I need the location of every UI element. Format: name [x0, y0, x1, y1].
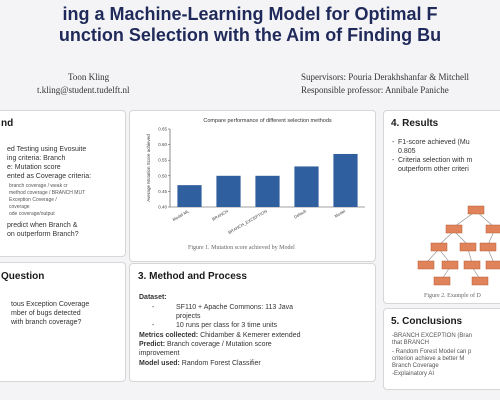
dataset-label: Dataset:	[139, 294, 167, 301]
tree-node	[459, 242, 477, 252]
tree-node	[471, 276, 489, 286]
chart-panel: Compare performance of different selecti…	[129, 110, 376, 262]
metrics-label: Metrics collected:	[139, 332, 199, 339]
predict-value: Branch coverage / Mutation score	[167, 341, 272, 348]
dataset-item: 10 runs per class for 3 time units	[176, 322, 278, 329]
predict-line: Predict: Branch coverage / Mutation scor…	[139, 341, 272, 350]
method-panel: 3. Method and Process Dataset: - SF110 +…	[129, 263, 376, 382]
bar	[294, 166, 319, 207]
question-line: tous Exception Coverage	[11, 301, 90, 308]
model-line: Model used: Random Forest Classifier	[139, 360, 261, 369]
question-line: mber of bugs detected	[11, 310, 81, 317]
conclusions-line: - Random Forest Model can p	[392, 349, 472, 355]
chart-title: Compare performance of different selecti…	[203, 118, 332, 124]
x-tick-label: BRANCH	[211, 209, 229, 222]
tree-node	[467, 205, 485, 215]
background-line: e: Mutation score	[7, 164, 61, 171]
method-title: 3. Method and Process	[138, 271, 247, 282]
tree-node	[430, 242, 448, 252]
background-small-line: method coverage / BRANCH MUT	[9, 190, 86, 196]
results-title: 4. Results	[391, 118, 439, 129]
background-line: ing criteria: Branch	[7, 155, 66, 162]
x-tick-label: BRANCH_EXCEPTION	[227, 209, 268, 235]
responsible-professor: Responsible professor: Annibale Paniche	[301, 85, 449, 95]
question-line: with branch coverage?	[11, 319, 82, 326]
background-line: ed Testing using Evosuite	[7, 146, 87, 153]
results-line: 0.805	[398, 148, 416, 155]
bar-chart: Compare performance of different selecti…	[146, 118, 365, 235]
background-small-line: ode coverage/output	[9, 211, 55, 217]
bar	[333, 153, 358, 207]
metrics-value: Chidamber & Kemerer extended	[200, 332, 301, 339]
model-label: Model used:	[139, 360, 180, 367]
bullet-dash: -	[152, 322, 155, 329]
bullet-dash: -	[392, 139, 395, 146]
poster-title-line-2: unction Selection with the Aim of Findin…	[58, 25, 442, 45]
supervisors: Supervisors: Pouria Derakhshanfar & Mitc…	[301, 72, 469, 82]
tree-node	[445, 224, 463, 234]
tree-node	[433, 276, 451, 286]
poster-title-line-1: ing a Machine-Learning Model for Optimal…	[62, 4, 438, 24]
author-name: Toon Kling	[68, 72, 110, 82]
conclusions-line: criterion achieve a better M	[392, 356, 465, 362]
y-tick-label: 0.55	[158, 158, 167, 163]
author-email: t.kling@student.tudelft.nl	[37, 85, 130, 95]
question-title: Question	[1, 271, 45, 282]
background-line: ented as Coverage criteria:	[7, 173, 92, 180]
results-line: Criteria selection with m	[398, 157, 473, 164]
y-tick-label: 0.65	[158, 127, 167, 132]
conclusions-line: -Explainatory AI	[392, 371, 435, 377]
results-line: outperform other criteri	[398, 166, 469, 173]
background-line: predict when Branch &	[7, 222, 78, 229]
tree-node	[463, 260, 481, 270]
y-tick-label: 0.40	[158, 205, 167, 210]
x-tick-label: Default	[293, 208, 308, 219]
y-tick-label: 0.50	[158, 173, 167, 178]
conclusions-panel: 5. Conclusions -BRANCH EXCEPTION (Bran t…	[383, 308, 500, 390]
bullet-dash: -	[152, 304, 155, 311]
model-value: Random Forest Classifier	[181, 360, 261, 367]
conclusions-line: -BRANCH EXCEPTION (Bran	[392, 333, 473, 339]
conclusions-line: Branch Coverage	[392, 363, 439, 369]
predict-value-continued: improvement	[139, 350, 180, 357]
x-tick-label: Model ML	[172, 208, 191, 222]
background-line: on outperform Branch?	[7, 231, 79, 238]
results-line: F1-score achieved (Mu	[398, 139, 470, 146]
dataset-item: projects	[176, 313, 201, 320]
chart-caption: Figure 1. Mutation score achieved by Mod…	[188, 245, 295, 251]
tree-node	[485, 260, 500, 270]
dataset-item: SF110 + Apache Commons: 113 Java	[176, 304, 294, 311]
bullet-dash: -	[392, 157, 395, 164]
tree-node	[485, 224, 500, 234]
bar	[216, 175, 241, 207]
background-title: nd	[1, 118, 14, 129]
y-axis-label: Average Mutation Score achieved	[146, 134, 151, 202]
decision-tree-diagram	[417, 205, 500, 286]
y-tick-label: 0.60	[158, 142, 167, 147]
conclusions-title: 5. Conclusions	[391, 316, 463, 327]
metrics-line: Metrics collected: Chidamber & Kemerer e…	[139, 332, 300, 341]
background-small-line: Exception Coverage /	[9, 197, 57, 203]
x-tick-label: Model	[334, 209, 346, 219]
background-small-line: branch coverage / weak cr	[9, 183, 68, 189]
research-question-panel: Question tous Exception Coverage mber of…	[0, 262, 126, 382]
conclusions-line: that BRANCH	[392, 340, 430, 346]
results-panel: 4. Results - F1-score achieved (Mu 0.805…	[383, 110, 500, 304]
tree-node	[417, 260, 435, 270]
bar	[255, 175, 280, 207]
bar	[177, 185, 202, 207]
tree-node	[441, 260, 459, 270]
tree-node	[479, 242, 497, 252]
background-panel: nd ed Testing using Evosuite ing criteri…	[0, 110, 126, 257]
predict-label: Predict:	[139, 341, 166, 348]
background-small-line: coverage	[9, 204, 30, 210]
results-caption: Figure 2. Example of D	[424, 293, 481, 299]
y-tick-label: 0.45	[158, 189, 167, 194]
